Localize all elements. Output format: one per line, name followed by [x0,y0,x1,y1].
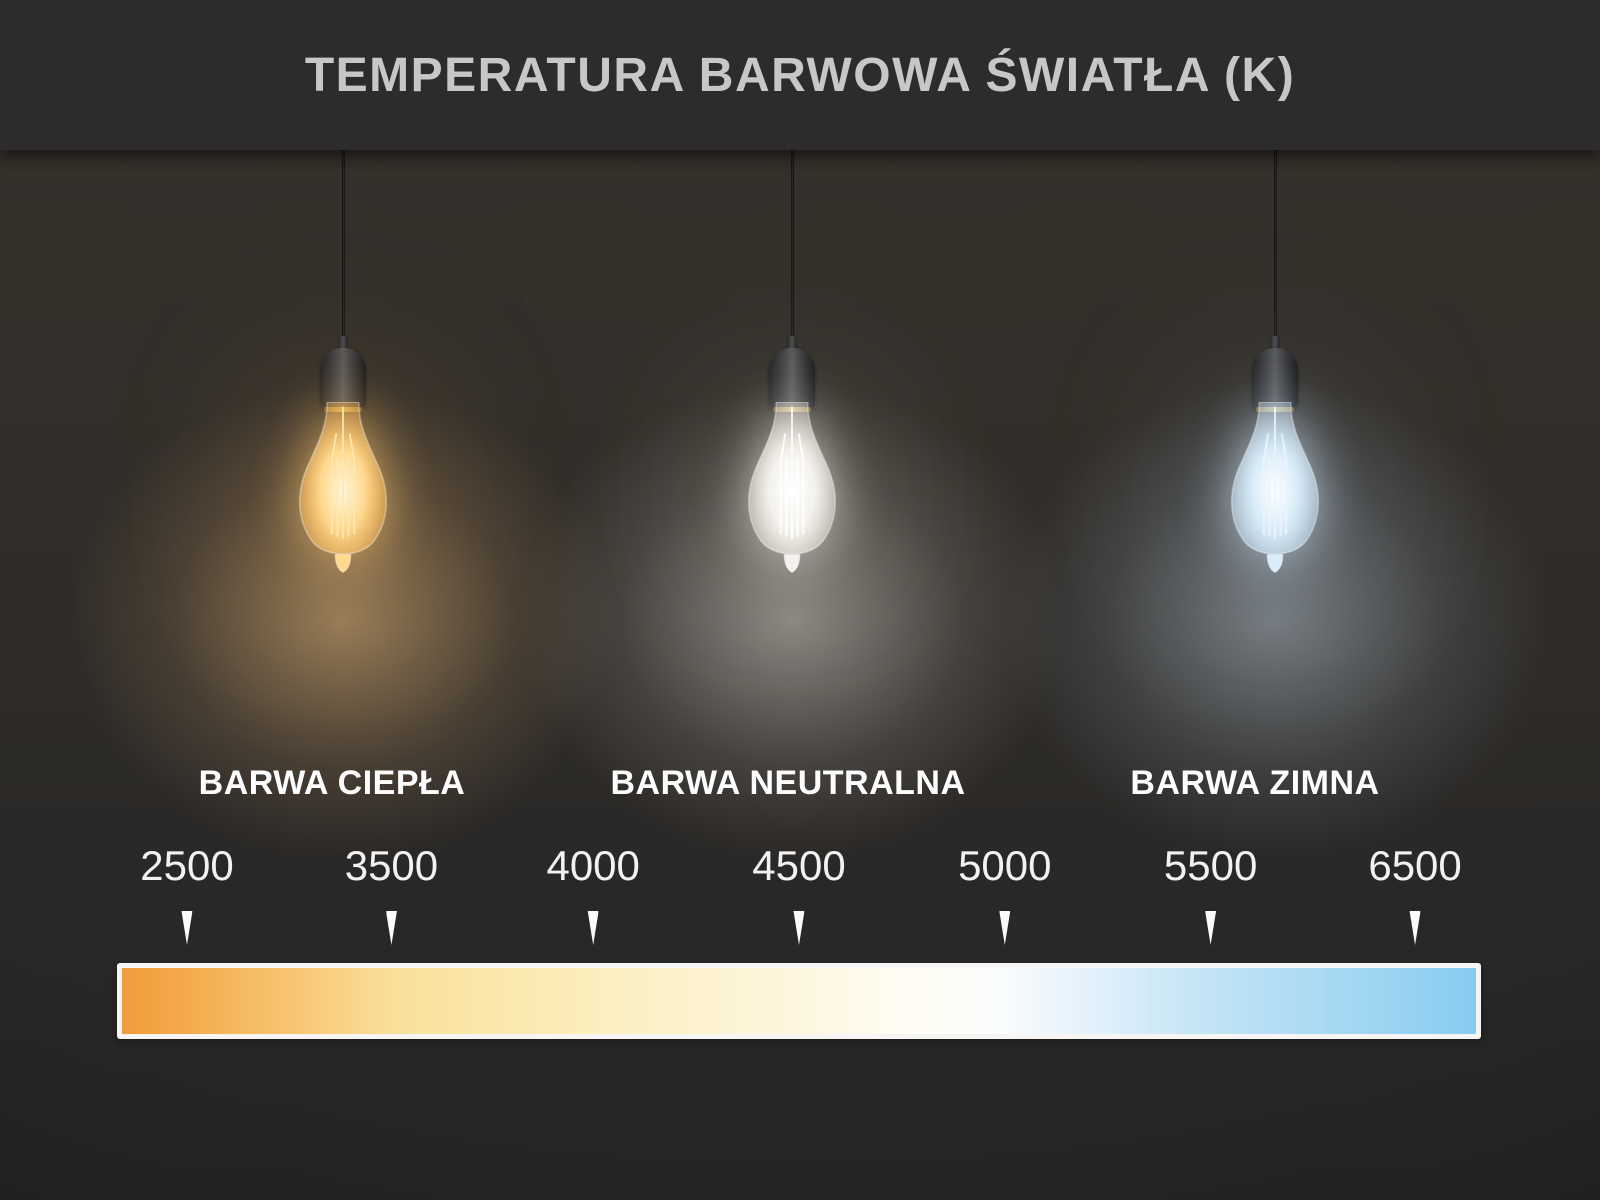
filament [330,406,356,539]
bulb-label-warm: BARWA CIEPŁA [198,764,466,802]
arrow-down-icon [587,911,599,945]
lamp-socket [320,348,366,408]
scale-value: 3500 [344,842,439,889]
scale-value: 2500 [140,842,234,889]
bulb-label-neutral: BARWA NEUTRALNA [610,764,966,802]
bulb-tip [1266,553,1284,574]
gradient-bar [117,963,1481,1039]
scale-value: 6500 [1368,842,1462,889]
lamps [0,150,1600,1200]
scale-tick-4500: 4500 [752,842,846,945]
power-cord [1273,150,1277,348]
edison-bulb-icon [747,402,837,574]
scale-tick-4000: 4000 [546,842,640,945]
arrow-down-icon [1409,911,1421,945]
labels-row: BARWA CIEPŁA BARWA NEUTRALNA BARWA ZIMNA [0,764,1600,804]
lamp-socket [1252,348,1298,408]
lamp-socket [769,348,815,408]
scale-tick-2500: 2500 [140,842,234,945]
scene: BARWA CIEPŁA BARWA NEUTRALNA BARWA ZIMNA 2… [0,150,1600,1200]
filament [1262,406,1288,539]
arrow-down-icon [181,911,193,945]
bulb-tip [334,553,352,574]
bulb-tip [783,553,801,574]
scale-tick-5000: 5000 [958,842,1052,945]
bulb-label-cold: BARWA ZIMNA [1130,764,1380,802]
header: TEMPERATURA BARWOWA ŚWIATŁA (K) [0,0,1600,150]
power-cord [341,150,345,348]
edison-bulb-icon [1230,402,1320,574]
arrow-down-icon [793,911,805,945]
arrow-down-icon [1205,911,1217,945]
scale-value: 4500 [752,842,846,889]
arrow-down-icon [999,911,1011,945]
arrow-down-icon [385,911,397,945]
socket-cap [1270,336,1280,352]
socket-cap [338,336,348,352]
socket-cap [787,336,797,352]
filament [779,406,805,539]
temperature-scale-ticks: 2500 3500 4000 4500 5000 5500 6500 [122,845,1476,955]
gradient-bar-fill [122,968,1476,1034]
power-cord [790,150,794,348]
scale-tick-5500: 5500 [1164,845,1257,945]
scale-tick-6500: 6500 [1368,842,1462,945]
scale-tick-3500: 3500 [345,845,438,945]
edison-bulb-icon [298,402,388,574]
scale-value: 4000 [546,842,640,889]
scale-value: 5500 [1163,842,1258,889]
page-title: TEMPERATURA BARWOWA ŚWIATŁA (K) [304,48,1296,102]
scale-value: 5000 [958,842,1052,889]
